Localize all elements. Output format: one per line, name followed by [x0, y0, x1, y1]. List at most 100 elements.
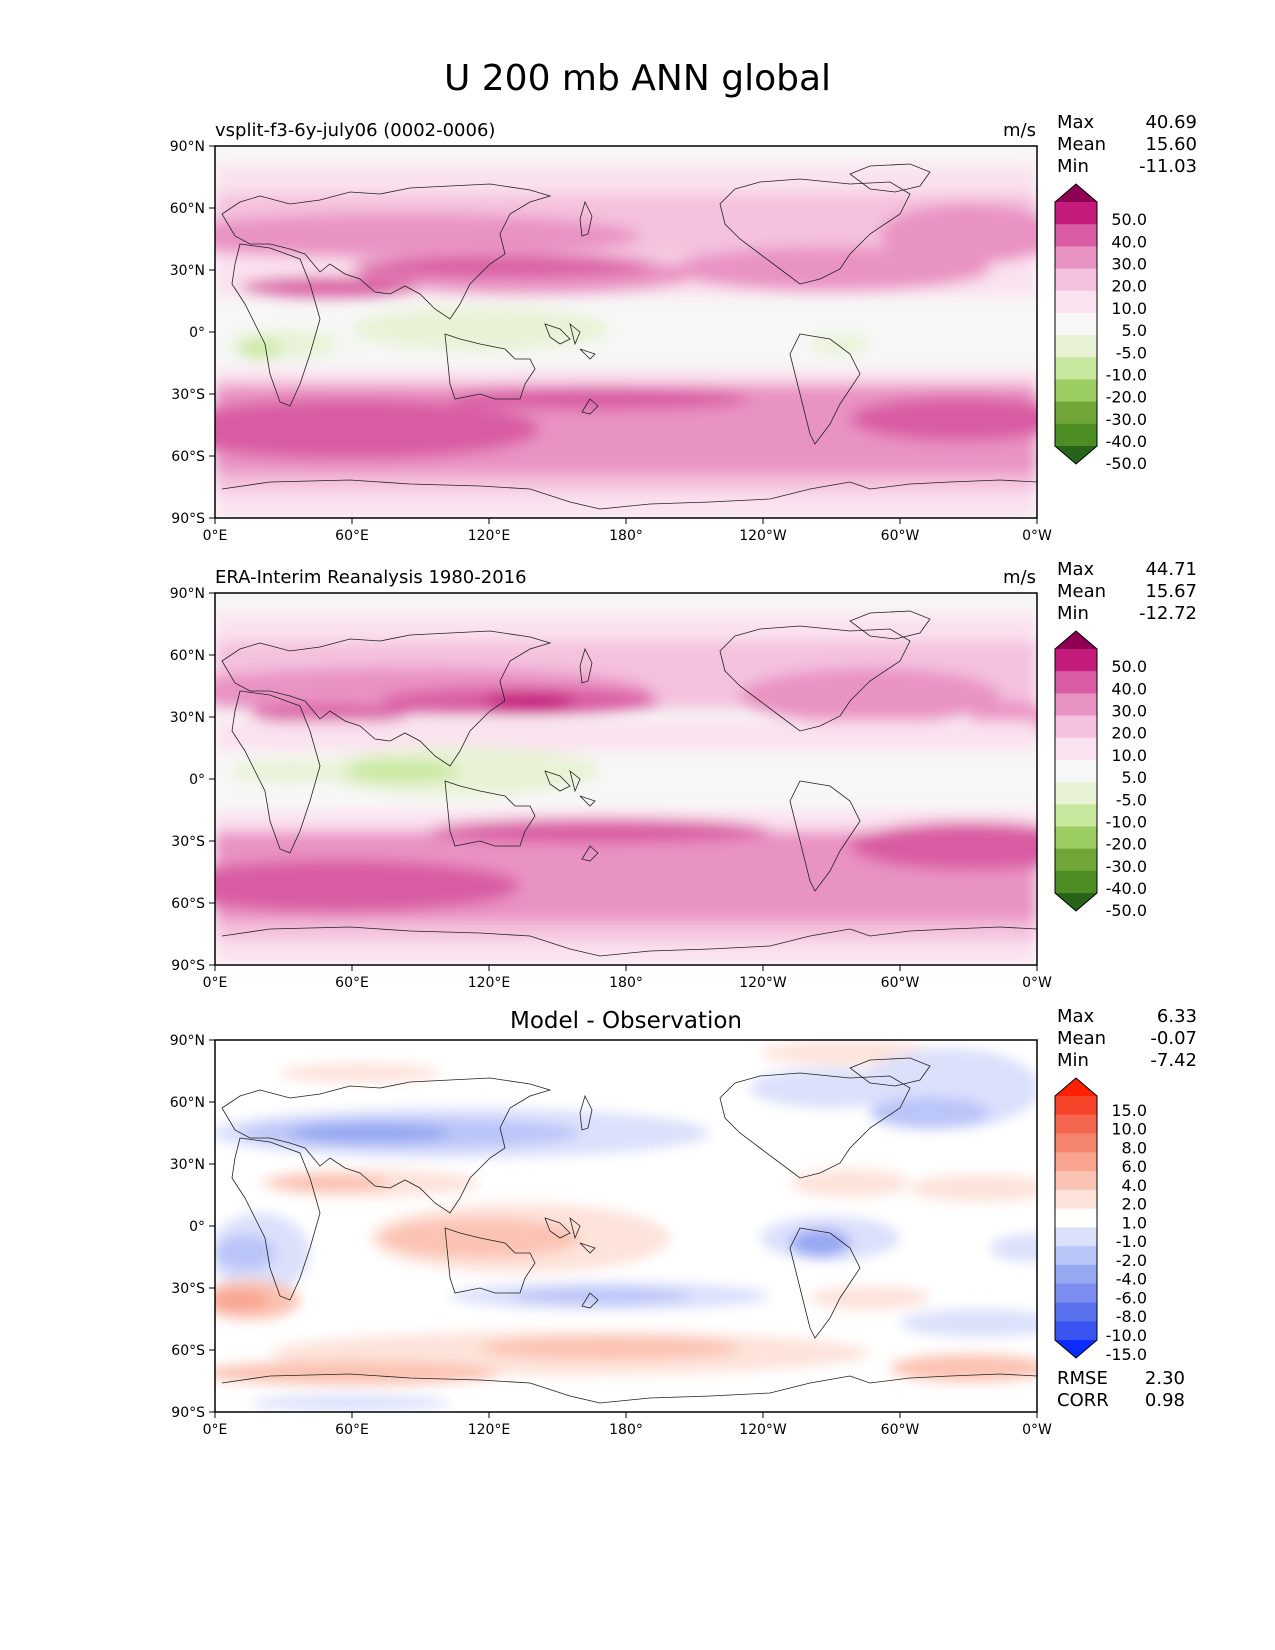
figure-title: U 200 mb ANN global: [443, 58, 832, 99]
colorbar-tick-label: 30.0: [1111, 255, 1147, 274]
y-tick-label: 30°N: [170, 263, 205, 279]
colorbar-segment: [1055, 1264, 1097, 1285]
colorbar-tick-label: -5.0: [1116, 343, 1147, 362]
colorbar-segment: [1055, 804, 1097, 827]
colorbar-outline: [1054, 183, 1098, 465]
colorbar-tick-label: -30.0: [1106, 410, 1147, 429]
colorbar-tick-label: -6.0: [1116, 1288, 1147, 1307]
colorbar-segment: [1055, 246, 1097, 270]
y-tick-label: 60°N: [170, 648, 205, 664]
colorbar-extend-max: [1055, 631, 1097, 649]
colorbar-tick-label: 6.0: [1122, 1157, 1147, 1176]
coastlines: [221, 1057, 1037, 1404]
colorbar-tick-label: -10.0: [1106, 1326, 1147, 1345]
colorbar-segment: [1055, 870, 1097, 894]
colorbar-tick-label: -10.0: [1106, 365, 1147, 384]
x-tick-label: 60°W: [881, 975, 920, 991]
colorbar-segment: [1055, 1171, 1097, 1191]
max-label: Max: [1057, 1006, 1095, 1027]
max-label: Max: [1057, 112, 1095, 133]
colorbar-segment: [1055, 1227, 1097, 1247]
contour-fill: [215, 1041, 1037, 1411]
colorbar-segment: [1055, 1208, 1097, 1228]
colorbar: 50.0 40.0 30.0 20.0 10.0 5.0 -5.0 -10.0 -20.0 -30…: [1054, 183, 1147, 473]
x-tick-label: 120°E: [468, 1422, 511, 1438]
y-tick-label: 30°N: [170, 1157, 205, 1173]
x-tick-label: 0°E: [203, 528, 228, 544]
y-tick-label: 60°S: [171, 896, 205, 912]
rmse-label: RMSE: [1057, 1368, 1108, 1389]
colorbar-tick-label: 8.0: [1122, 1138, 1147, 1157]
colorbar-segment: [1055, 1283, 1097, 1303]
colorbar-tick-label: -8.0: [1116, 1307, 1147, 1326]
max-label: Max: [1057, 559, 1095, 580]
mean-value: -0.07: [1150, 1028, 1197, 1049]
colorbar-segment: [1055, 1321, 1097, 1341]
x-tick-label: 60°E: [335, 975, 369, 991]
corr-label: CORR: [1057, 1390, 1109, 1411]
y-tick-label: 0°: [189, 1219, 205, 1235]
colorbar-segment: [1055, 1189, 1097, 1210]
colorbar-tick-label: 2.0: [1122, 1195, 1147, 1214]
colorbar-tick-label: -20.0: [1106, 388, 1147, 407]
colorbar-segment: [1055, 1133, 1097, 1153]
colorbar-segment: [1055, 1246, 1097, 1266]
colorbar-tick-label: 50.0: [1111, 210, 1147, 229]
colorbar-segment: [1055, 268, 1097, 292]
colorbar-tick-label: -2.0: [1116, 1251, 1147, 1270]
colorbar-tick-label: -40.0: [1106, 432, 1147, 451]
x-tick-label: 60°W: [881, 528, 920, 544]
colorbar-tick-label: 40.0: [1111, 232, 1147, 251]
colorbar-tick-label: -1.0: [1116, 1232, 1147, 1251]
y-tick-label: 0°: [189, 325, 205, 341]
min-label: Min: [1057, 603, 1089, 624]
colorbar-segment: [1055, 335, 1097, 358]
y-tick-label: 30°N: [170, 710, 205, 726]
y-tick-label: 90°S: [171, 1405, 205, 1421]
stats-box: Max 6.33 Mean -0.07 Min -7.42: [1057, 1006, 1197, 1072]
colorbar-segment: [1055, 737, 1097, 761]
axis-ticks: 0°E 60°E 120°E 180° 120°W 60°W 0°W 90°N 60°N 30°N…: [170, 139, 1052, 544]
colorbar-segment: [1055, 312, 1097, 336]
colorbar-segment: [1055, 759, 1097, 783]
colorbar-tick-label: 30.0: [1111, 702, 1147, 721]
axis-ticks: 0°E 60°E 120°E 180° 120°W 60°W 0°W 90°N 60°N 30°N…: [170, 586, 1052, 991]
metrics-box: RMSE 2.30 CORR 0.98: [1057, 1368, 1185, 1412]
x-tick-label: 60°W: [881, 1422, 920, 1438]
mean-value: 15.60: [1145, 134, 1197, 155]
colorbar-segment: [1055, 357, 1097, 380]
colorbar-tick-label: 10.0: [1111, 746, 1147, 765]
colorbar-tick-label: 40.0: [1111, 679, 1147, 698]
colorbar-segment: [1055, 1302, 1097, 1322]
x-tick-label: 180°: [609, 528, 643, 544]
y-tick-label: 90°S: [171, 958, 205, 974]
x-tick-label: 120°W: [739, 975, 787, 991]
y-tick-label: 30°S: [171, 1281, 205, 1297]
panel-title: vsplit-f3-6y-july06 (0002-0006): [215, 120, 496, 141]
colorbar-segment: [1055, 782, 1097, 805]
x-tick-label: 120°E: [468, 528, 511, 544]
colorbar-tick-label: -15.0: [1106, 1345, 1147, 1364]
x-tick-label: 0°E: [203, 1422, 228, 1438]
colorbar-extend-max: [1055, 1078, 1097, 1096]
colorbar-segment: [1055, 693, 1097, 717]
x-tick-label: 120°W: [739, 528, 787, 544]
y-tick-label: 60°N: [170, 201, 205, 217]
y-tick-label: 30°S: [171, 834, 205, 850]
panel-title: ERA-Interim Reanalysis 1980-2016: [215, 567, 527, 588]
colorbar-tick-label: 10.0: [1111, 1120, 1147, 1139]
colorbar-tick-label: -20.0: [1106, 835, 1147, 854]
stats-box: Max 44.71 Mean 15.67 Min -12.72: [1057, 559, 1197, 625]
colorbar-tick-label: -50.0: [1106, 454, 1147, 473]
colorbar-segment: [1055, 379, 1097, 403]
x-tick-label: 120°W: [739, 1422, 787, 1438]
panel-difference: Model - Observation Max 6.33 Mean -0.07 Mi…: [0, 1006, 1275, 1454]
min-label: Min: [1057, 1050, 1089, 1071]
colorbar-tick-label: -10.0: [1106, 812, 1147, 831]
max-value: 40.69: [1145, 112, 1197, 133]
y-tick-label: 60°N: [170, 1095, 205, 1111]
mean-value: 15.67: [1145, 581, 1197, 602]
contour-fill: [215, 613, 1037, 965]
max-value: 6.33: [1156, 1006, 1197, 1027]
stats-box: Max 40.69 Mean 15.60 Min -11.03: [1057, 112, 1197, 178]
